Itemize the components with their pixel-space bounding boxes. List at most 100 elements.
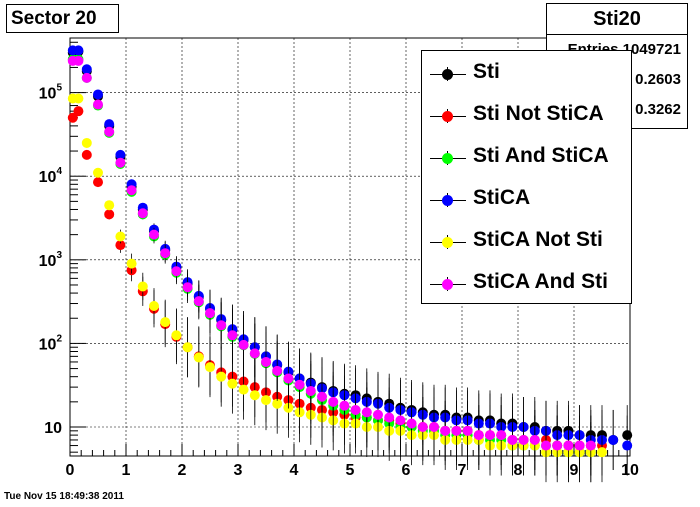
data-point bbox=[104, 126, 115, 137]
data-point bbox=[451, 425, 462, 436]
x-tick-label: 9 bbox=[570, 462, 579, 479]
data-point bbox=[93, 177, 103, 188]
data-point bbox=[440, 425, 451, 436]
data-point bbox=[104, 209, 115, 220]
data-point bbox=[160, 317, 171, 328]
data-point bbox=[429, 422, 439, 433]
data-point bbox=[81, 64, 92, 75]
data-point bbox=[563, 440, 574, 451]
tick-labels: 0 1 2 3 4 5 6 7 8 9 10 10 102 103 104 105 bbox=[39, 83, 639, 479]
data-point bbox=[93, 99, 103, 110]
chart-title: Sector 20 bbox=[6, 4, 119, 33]
data-point bbox=[73, 45, 84, 56]
x-tick-label: 10 bbox=[621, 462, 639, 479]
x-tick-label: 1 bbox=[122, 462, 131, 479]
x-tick-label: 5 bbox=[346, 462, 355, 479]
data-point bbox=[350, 404, 361, 415]
legend-marker-icon bbox=[442, 195, 453, 206]
timestamp: Tue Nov 15 18:49:38 2011 bbox=[4, 491, 124, 502]
data-point bbox=[249, 390, 260, 401]
data-point bbox=[272, 398, 283, 409]
x-tick-label: 2 bbox=[178, 462, 187, 479]
data-point bbox=[115, 231, 126, 242]
stats-rms: 0.3262 bbox=[635, 101, 681, 118]
data-point bbox=[216, 371, 227, 382]
data-point bbox=[249, 348, 260, 359]
data-point bbox=[395, 415, 406, 426]
data-point bbox=[227, 378, 238, 389]
data-point bbox=[361, 407, 372, 418]
data-point bbox=[81, 149, 92, 160]
data-point bbox=[171, 330, 182, 341]
legend-marker-icon bbox=[442, 69, 453, 80]
legend-marker-icon bbox=[442, 237, 453, 248]
stats-title: Sti20 bbox=[547, 4, 687, 35]
data-point bbox=[126, 258, 137, 269]
data-point bbox=[384, 412, 395, 423]
data-point bbox=[622, 440, 633, 451]
legend-item: Sti And StiCA bbox=[422, 137, 631, 177]
legend: Sti Sti Not StiCA Sti And StiCA StiCA StiCA … bbox=[421, 50, 632, 304]
data-point bbox=[104, 119, 115, 130]
data-point bbox=[339, 400, 350, 411]
legend-item: StiCA Not Sti bbox=[422, 221, 631, 261]
data-point bbox=[552, 440, 563, 451]
legend-label: StiCA bbox=[473, 186, 531, 209]
legend-marker-icon bbox=[442, 111, 453, 122]
data-point bbox=[261, 356, 271, 367]
y-tick-label: 102 bbox=[39, 333, 63, 353]
x-tick-label: 7 bbox=[458, 462, 467, 479]
data-point bbox=[261, 395, 271, 406]
data-point bbox=[115, 157, 126, 168]
data-point bbox=[93, 89, 103, 100]
x-tick-label: 3 bbox=[234, 462, 243, 479]
y-tick-label: 103 bbox=[39, 250, 63, 270]
data-point bbox=[73, 55, 84, 66]
data-point bbox=[373, 409, 383, 420]
data-point bbox=[518, 434, 529, 445]
x-tick-label: 4 bbox=[290, 462, 299, 479]
data-point bbox=[193, 352, 204, 363]
data-point bbox=[205, 308, 215, 319]
series-5 bbox=[67, 55, 596, 476]
data-point bbox=[193, 296, 204, 307]
data-point bbox=[149, 229, 159, 240]
data-point bbox=[283, 373, 294, 384]
data-point bbox=[216, 320, 227, 331]
data-point bbox=[585, 440, 596, 451]
x-tick-label: 8 bbox=[514, 462, 523, 479]
data-point bbox=[473, 430, 484, 441]
y-tick-label: 104 bbox=[39, 166, 63, 186]
y-tick-label: 105 bbox=[39, 83, 63, 103]
y-tick-label: 10 bbox=[44, 420, 62, 437]
legend-marker-icon bbox=[442, 153, 453, 164]
data-point bbox=[160, 248, 171, 259]
legend-marker-icon bbox=[442, 279, 453, 290]
data-point bbox=[238, 384, 249, 395]
data-point bbox=[126, 185, 137, 196]
data-point bbox=[608, 434, 619, 445]
legend-label: Sti And StiCA bbox=[473, 144, 609, 167]
data-point bbox=[115, 240, 126, 251]
data-point bbox=[272, 365, 283, 376]
stats-mean: 0.2603 bbox=[635, 71, 681, 88]
data-point bbox=[328, 396, 339, 407]
data-point bbox=[137, 208, 148, 219]
x-tick-label: 0 bbox=[66, 462, 75, 479]
data-point bbox=[305, 385, 316, 396]
data-point bbox=[227, 330, 238, 341]
data-point bbox=[149, 301, 159, 312]
data-point bbox=[507, 434, 518, 445]
legend-label: StiCA And Sti bbox=[473, 270, 608, 293]
data-point bbox=[73, 93, 84, 104]
legend-label: Sti bbox=[473, 60, 500, 83]
legend-item: StiCA And Sti bbox=[422, 263, 631, 303]
data-point bbox=[81, 72, 92, 83]
legend-label: StiCA Not Sti bbox=[473, 228, 603, 251]
data-point bbox=[417, 422, 428, 433]
legend-item: StiCA bbox=[422, 179, 631, 219]
data-point bbox=[115, 149, 126, 160]
data-point bbox=[485, 430, 495, 441]
data-point bbox=[317, 391, 327, 402]
data-point bbox=[137, 281, 148, 292]
